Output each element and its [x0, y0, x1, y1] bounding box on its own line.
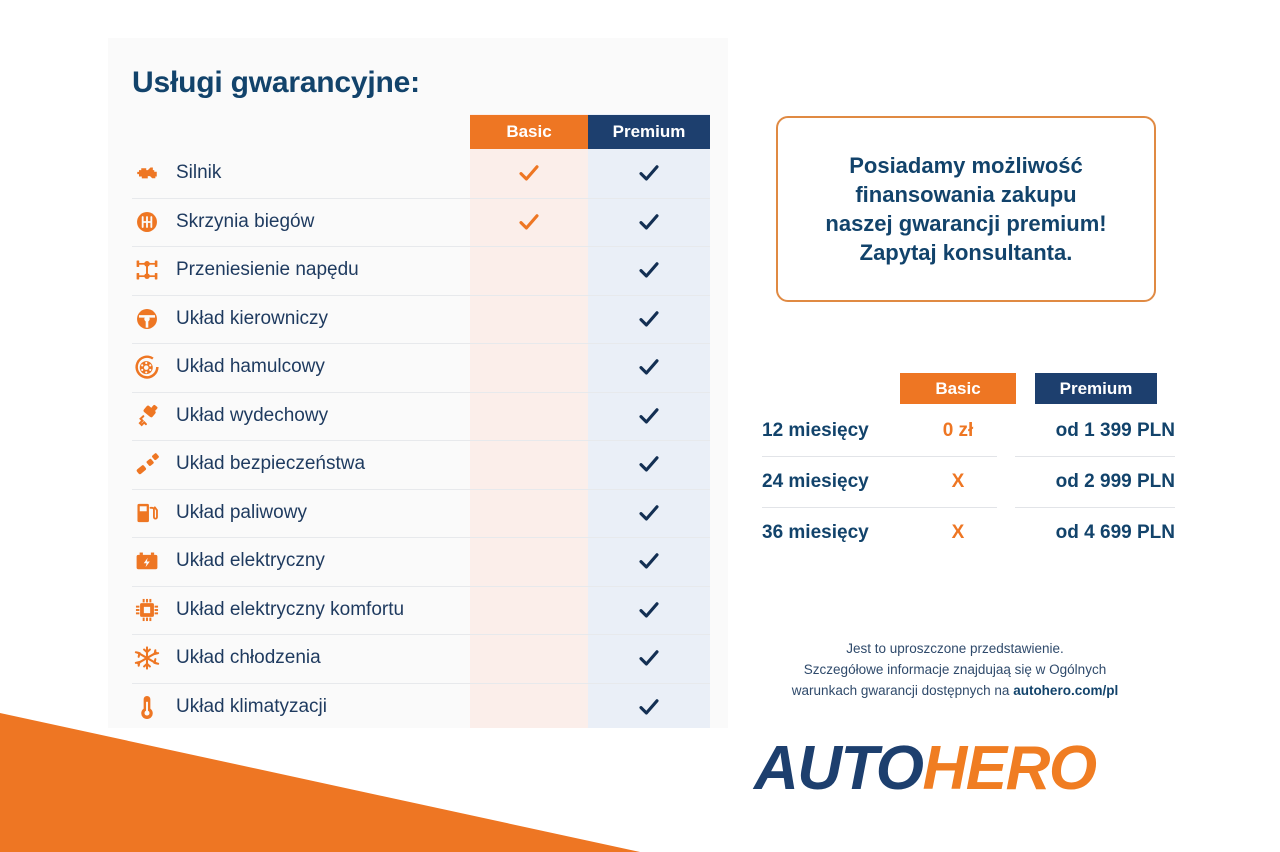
feature-row-label: Układ chłodzenia — [176, 647, 321, 669]
feature-row: Silnik — [108, 149, 728, 198]
premium-check-icon — [588, 683, 710, 732]
warranty-feature-table: Usługi gwarancyjne: Basic Premium Silnik… — [108, 38, 728, 738]
feature-row-label: Układ bezpieczeństwa — [176, 453, 366, 475]
feature-row-label: Skrzynia biegów — [176, 210, 315, 232]
feature-row: Układ chłodzenia — [108, 634, 728, 683]
basic-empty-cell — [470, 489, 588, 538]
feature-row-list: Silnik Skrzynia biegów Przeniesienie napęd… — [108, 149, 728, 731]
premium-check-icon — [588, 392, 710, 441]
premium-check-icon — [588, 295, 710, 344]
logo-auto-text: AUTO — [754, 734, 924, 803]
pricing-term-label: 36 miesięcy — [762, 521, 869, 543]
feature-row-label: Układ klimatyzacji — [176, 695, 327, 717]
pricing-basic-value: X — [951, 470, 965, 492]
pricing-basic-value: X — [951, 521, 965, 543]
exhaust-muffler-icon — [132, 401, 162, 431]
basic-empty-cell — [470, 683, 588, 732]
disclaimer-text: Jest to uproszczone przedstawienie. Szcz… — [740, 618, 1170, 702]
autohero-website-link[interactable]: autohero.com/pl — [1013, 682, 1119, 698]
disclaimer-body: Jest to uproszczone przedstawienie. Szcz… — [791, 640, 1107, 698]
pricing-row: 12 miesięcy 0 zł od 1 399 PLN — [750, 405, 1180, 456]
page-title: Usługi gwarancyjne: — [132, 66, 420, 99]
feature-row-label: Układ elektryczny komfortu — [176, 598, 405, 620]
financing-callout-text: Posiadamy możliwość finansowania zakupu … — [825, 152, 1107, 266]
feature-row-label: Układ elektryczny — [176, 550, 325, 572]
basic-empty-cell — [470, 537, 588, 586]
column-header-basic: Basic — [470, 115, 588, 149]
pricing-term-label: 24 miesięcy — [762, 470, 869, 492]
seatbelt-icon — [132, 449, 162, 479]
pricing-header-premium: Premium — [1035, 373, 1157, 404]
basic-empty-cell — [470, 440, 588, 489]
feature-row-label: Układ hamulcowy — [176, 356, 325, 378]
feature-row: Układ paliwowy — [108, 488, 728, 538]
feature-row-label: Układ wydechowy — [176, 404, 329, 426]
basic-column-band — [470, 114, 588, 728]
feature-row: Układ elektryczny komfortu — [108, 585, 728, 635]
microchip-icon — [132, 595, 162, 625]
basic-empty-cell — [470, 343, 588, 392]
basic-empty-cell — [470, 246, 588, 295]
column-header-premium: Premium — [588, 115, 710, 149]
pricing-table: Basic Premium 12 miesięcy 0 zł od 1 399 PL… — [750, 373, 1180, 558]
right-panel: Posiadamy możliwość finansowania zakupu … — [740, 0, 1200, 852]
feature-row: Układ elektryczny — [108, 537, 728, 586]
thermometer-icon — [132, 692, 162, 722]
feature-row-label: Układ paliwowy — [176, 501, 307, 523]
premium-check-icon — [588, 343, 710, 392]
basic-check-icon — [470, 149, 588, 198]
pricing-premium-value: od 1 399 PLN — [1055, 419, 1175, 441]
feature-row: Układ klimatyzacji — [108, 682, 728, 732]
steering-wheel-icon — [132, 304, 162, 334]
feature-row-label: Silnik — [176, 162, 222, 184]
premium-check-icon — [588, 489, 710, 538]
basic-empty-cell — [470, 392, 588, 441]
pricing-premium-value: od 2 999 PLN — [1055, 470, 1175, 492]
drivetrain-axle-icon — [132, 255, 162, 285]
financing-callout: Posiadamy możliwość finansowania zakupu … — [776, 116, 1156, 302]
basic-empty-cell — [470, 295, 588, 344]
autohero-logo: AUTOHERO — [754, 738, 1097, 800]
pricing-header-row: Basic Premium — [750, 373, 1180, 405]
feature-row: Przeniesienie napędu — [108, 246, 728, 295]
fuel-pump-icon — [132, 498, 162, 528]
basic-check-icon — [470, 198, 588, 247]
premium-check-icon — [588, 634, 710, 683]
pricing-premium-value: od 4 699 PLN — [1055, 521, 1175, 543]
premium-check-icon — [588, 440, 710, 489]
feature-row-label: Przeniesienie napędu — [176, 259, 359, 281]
engine-icon — [132, 158, 162, 188]
premium-check-icon — [588, 149, 710, 198]
premium-check-icon — [588, 246, 710, 295]
feature-row: Skrzynia biegów — [108, 197, 728, 247]
pricing-basic-value: 0 zł — [942, 419, 974, 441]
battery-icon — [132, 546, 162, 576]
feature-row-label: Układ kierowniczy — [176, 307, 329, 329]
snowflake-icon — [132, 643, 162, 673]
feature-row: Układ kierowniczy — [108, 294, 728, 344]
brake-disc-icon — [132, 352, 162, 382]
pricing-term-label: 12 miesięcy — [762, 419, 869, 441]
basic-empty-cell — [470, 586, 588, 635]
feature-row: Układ hamulcowy — [108, 343, 728, 392]
premium-check-icon — [588, 198, 710, 247]
basic-empty-cell — [470, 634, 588, 683]
logo-hero-text: HERO — [922, 734, 1098, 803]
pricing-header-basic: Basic — [900, 373, 1016, 404]
gearbox-icon — [132, 207, 162, 237]
feature-row: Układ bezpieczeństwa — [108, 440, 728, 489]
premium-check-icon — [588, 586, 710, 635]
feature-row: Układ wydechowy — [108, 391, 728, 441]
premium-check-icon — [588, 537, 710, 586]
